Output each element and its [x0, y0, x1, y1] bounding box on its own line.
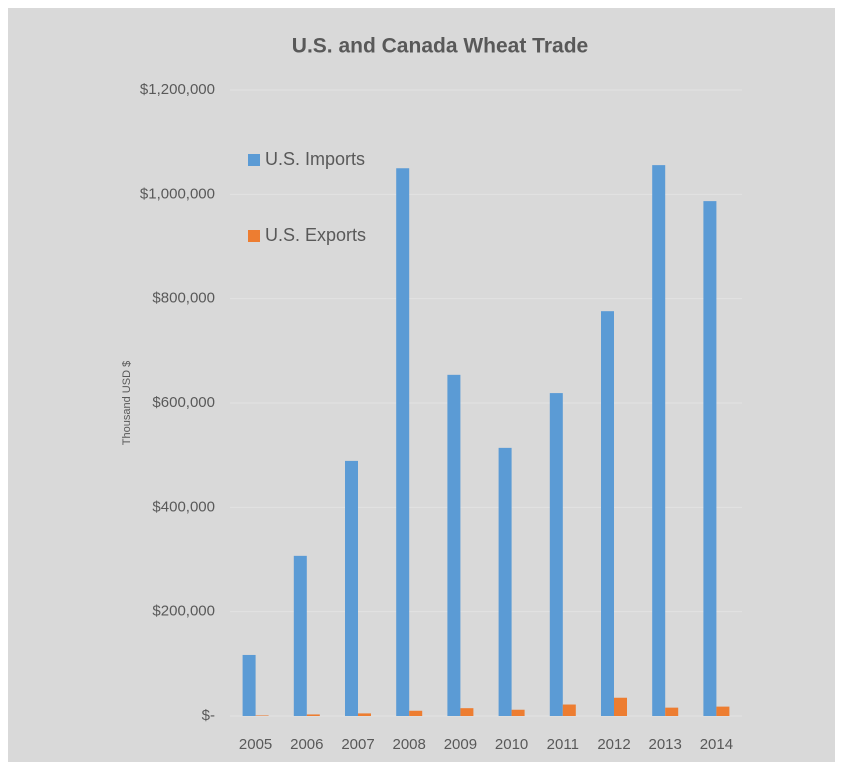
chart-background [8, 8, 835, 762]
bar [614, 697, 627, 716]
bar [345, 460, 358, 716]
legend-label: U.S. Imports [265, 149, 365, 169]
bar [511, 709, 525, 716]
bar [447, 374, 461, 716]
legend-label: U.S. Exports [265, 225, 366, 245]
bar [255, 715, 269, 716]
y-axis-title: Thousand USD $ [121, 361, 133, 445]
x-tick-label: 2010 [495, 736, 528, 753]
bar [306, 714, 320, 716]
y-tick-label: $800,000 [152, 290, 215, 307]
bar [293, 555, 307, 716]
x-tick-label: 2009 [444, 736, 477, 753]
x-tick-label: 2012 [597, 736, 630, 753]
y-tick-label: $600,000 [152, 394, 215, 411]
x-tick-label: 2008 [393, 736, 426, 753]
x-tick-label: 2011 [547, 736, 579, 753]
bar [562, 704, 576, 716]
bar [460, 708, 474, 716]
legend-swatch [248, 230, 260, 242]
bar [665, 707, 679, 716]
x-tick-label: 2007 [341, 736, 374, 753]
x-tick-label: 2005 [239, 736, 272, 753]
bar [716, 706, 730, 716]
bar [396, 168, 410, 716]
bar [498, 447, 512, 716]
y-tick-label: $1,200,000 [140, 81, 215, 98]
bar [242, 654, 256, 716]
y-tick-label: $200,000 [152, 603, 215, 620]
x-tick-label: 2013 [649, 736, 682, 753]
bar [549, 393, 563, 716]
bar [358, 713, 371, 716]
bar [409, 710, 423, 716]
y-tick-label: $1,000,000 [140, 185, 215, 202]
bar [601, 311, 614, 716]
legend-swatch [248, 154, 260, 166]
x-tick-label: 2014 [700, 736, 733, 753]
bar [703, 201, 717, 717]
bar [652, 165, 666, 716]
y-tick-label: $- [202, 707, 215, 724]
x-tick-label: 2006 [290, 736, 323, 753]
chart-title: U.S. and Canada Wheat Trade [292, 35, 588, 58]
y-tick-label: $400,000 [152, 498, 215, 515]
